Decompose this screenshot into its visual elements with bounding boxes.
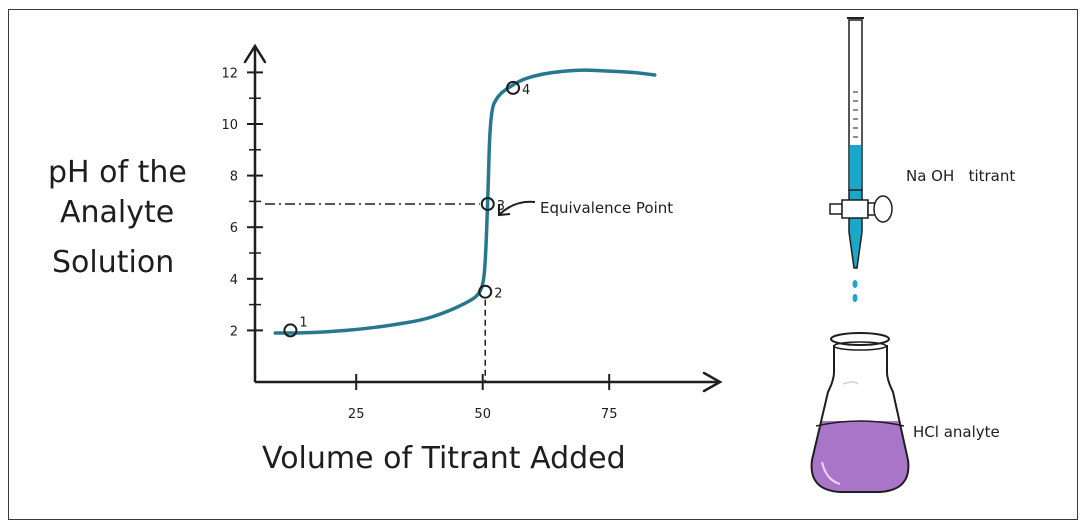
x-tick-label: 50	[474, 407, 491, 422]
titrant-drop	[852, 294, 858, 302]
curve-point-label: 2	[494, 287, 502, 302]
flask-label: HCl analyte	[913, 423, 1000, 441]
y-axis-label-line-2: Analyte	[60, 195, 174, 230]
x-axis-arrowhead	[702, 371, 723, 393]
flask-analyte-fill	[811, 421, 909, 492]
equivalence-guides	[265, 203, 486, 382]
equivalence-arrowhead	[498, 204, 511, 217]
figure-frame	[8, 9, 1078, 520]
y-tick-label: 2	[230, 324, 238, 339]
y-tick-label: 10	[221, 118, 238, 133]
y-tick-label: 12	[221, 66, 238, 81]
burette-titrant-fill	[850, 145, 861, 189]
y-axis-label-line-3: Solution	[52, 245, 174, 280]
y-tick-label: 6	[230, 221, 238, 236]
y-axis-arrowhead	[243, 43, 267, 64]
stopcock	[829, 195, 893, 223]
points-layer: 1 2 3 4	[283, 80, 530, 338]
titration-curve	[273, 68, 657, 335]
y-tick-label: 8	[230, 170, 238, 185]
x-axis-label: Volume of Titrant Added	[262, 441, 626, 476]
curve-point-label: 1	[299, 315, 307, 330]
curve-point-marker	[283, 323, 298, 338]
x-tick-label: 25	[348, 407, 365, 422]
titrant-drop	[852, 280, 858, 288]
y-axis-label-line-1: pH of the	[48, 155, 187, 190]
equivalence-label: Equivalence Point	[540, 199, 673, 217]
equivalence-arrow	[499, 200, 536, 215]
curve-point-marker	[480, 196, 495, 211]
burette-label: Na OH titrant	[906, 167, 1015, 185]
curve-point-marker	[506, 80, 521, 95]
burette	[829, 17, 893, 302]
equivalence-annotation: Equivalence Point	[498, 199, 673, 217]
axes	[243, 43, 723, 393]
curve-point-label: 4	[522, 83, 530, 98]
curve-point-marker	[478, 284, 493, 299]
curve-layer	[273, 68, 657, 335]
curve-point-label: 3	[497, 199, 505, 214]
y-tick-label: 4	[230, 273, 238, 288]
x-tick-label: 75	[601, 407, 618, 422]
erlenmeyer-flask	[810, 332, 910, 493]
